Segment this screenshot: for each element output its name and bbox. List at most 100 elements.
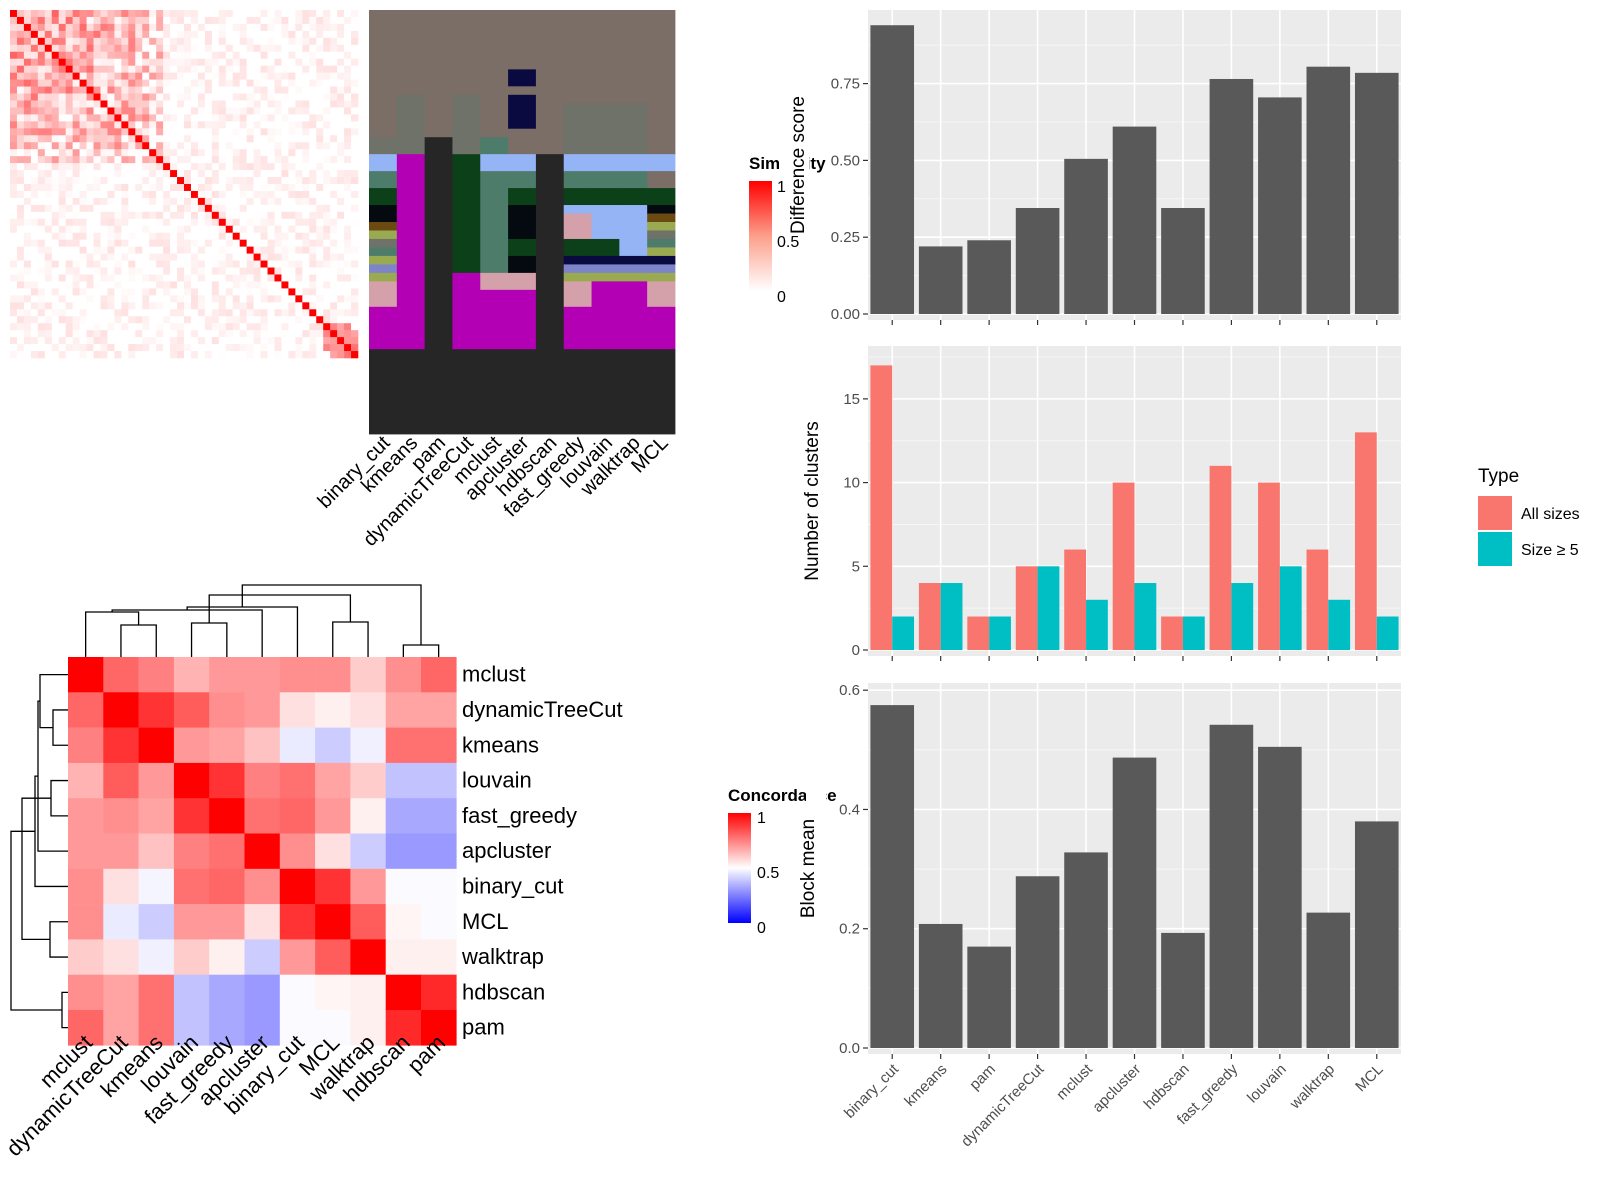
similarity-cell bbox=[323, 44, 331, 53]
similarity-cell bbox=[177, 93, 185, 101]
similarity-cell bbox=[170, 86, 178, 94]
similarity-cell bbox=[58, 170, 66, 178]
similarity-cell bbox=[163, 128, 171, 136]
similarity-cell bbox=[288, 323, 296, 331]
similarity-cell bbox=[10, 267, 18, 275]
similarity-cell bbox=[30, 316, 39, 324]
similarity-cell bbox=[86, 16, 94, 25]
similarity-cell bbox=[44, 344, 53, 352]
similarity-cell bbox=[337, 351, 345, 359]
similarity-cell bbox=[260, 100, 268, 108]
similarity-cell bbox=[239, 281, 247, 289]
similarity-cell bbox=[218, 190, 227, 199]
similarity-cell bbox=[211, 302, 220, 310]
similarity-cell bbox=[330, 58, 338, 66]
similarity-cell bbox=[163, 170, 171, 178]
similarity-cell bbox=[204, 281, 213, 289]
similarity-cell bbox=[142, 225, 150, 234]
similarity-cell bbox=[316, 351, 324, 359]
similarity-cell bbox=[100, 309, 108, 317]
similarity-cell bbox=[351, 330, 359, 338]
similarity-cell bbox=[351, 142, 359, 150]
similarity-cell bbox=[246, 309, 254, 317]
similarity-cell bbox=[309, 344, 317, 352]
similarity-cell bbox=[79, 65, 87, 73]
similarity-cell bbox=[142, 107, 150, 115]
similarity-cell bbox=[23, 30, 32, 39]
similarity-cell bbox=[218, 51, 227, 60]
similarity-cell bbox=[107, 239, 115, 247]
similarity-cell bbox=[351, 351, 359, 359]
assignment-cell bbox=[591, 10, 620, 104]
similarity-cell bbox=[93, 44, 101, 53]
assignment-cell bbox=[369, 238, 398, 248]
similarity-cell bbox=[246, 93, 254, 101]
similarity-cell bbox=[93, 309, 101, 317]
similarity-cell bbox=[100, 51, 108, 60]
similarity-cell bbox=[246, 204, 254, 213]
similarity-cell bbox=[267, 10, 275, 18]
similarity-cell bbox=[288, 309, 296, 317]
similarity-cell bbox=[79, 23, 87, 32]
similarity-cell bbox=[10, 51, 18, 60]
similarity-cell bbox=[344, 135, 352, 143]
similarity-cell bbox=[107, 302, 115, 310]
similarity-cell bbox=[142, 72, 150, 80]
similarity-cell bbox=[232, 44, 240, 53]
similarity-cell bbox=[51, 260, 60, 268]
similarity-cell bbox=[302, 218, 310, 227]
similarity-cell bbox=[281, 316, 289, 324]
similarity-cell bbox=[351, 100, 359, 108]
similarity-cell bbox=[58, 281, 66, 289]
similarity-cell bbox=[156, 218, 164, 227]
similarity-cell bbox=[93, 232, 101, 240]
similarity-cell bbox=[100, 232, 108, 240]
similarity-cell bbox=[16, 100, 25, 108]
similarity-cell bbox=[121, 302, 129, 310]
assignment-cell bbox=[508, 171, 537, 189]
similarity-cell bbox=[107, 128, 115, 136]
similarity-cell bbox=[114, 211, 122, 220]
similarity-cell bbox=[260, 337, 268, 345]
similarity-cell bbox=[323, 309, 331, 317]
similarity-cell bbox=[253, 121, 261, 129]
y-tick-label: 0.50 bbox=[831, 152, 860, 169]
similarity-cell bbox=[163, 232, 171, 240]
similarity-cell bbox=[274, 344, 282, 352]
similarity-cell bbox=[281, 295, 289, 303]
assignment-cell bbox=[647, 205, 676, 214]
similarity-cell bbox=[135, 30, 143, 39]
similarity-cell bbox=[274, 323, 282, 331]
similarity-cell bbox=[274, 86, 282, 94]
similarity-cell bbox=[149, 128, 157, 136]
concordance-row-labels: mclustdynamicTreeCutkmeanslouvainfast_gr… bbox=[461, 662, 623, 1040]
similarity-cell bbox=[302, 100, 310, 108]
similarity-cell bbox=[100, 72, 108, 80]
similarity-cell bbox=[232, 114, 240, 122]
similarity-cell bbox=[107, 253, 115, 261]
similarity-cell bbox=[337, 100, 345, 108]
similarity-cell bbox=[100, 121, 108, 129]
similarity-cell bbox=[323, 204, 331, 213]
similarity-cell bbox=[121, 211, 129, 220]
similarity-cell bbox=[65, 184, 73, 192]
similarity-cell bbox=[72, 10, 80, 18]
concordance-cell bbox=[209, 727, 245, 764]
similarity-cell bbox=[100, 323, 108, 331]
similarity-cell bbox=[253, 177, 261, 185]
similarity-cell bbox=[211, 239, 220, 247]
similarity-cell bbox=[330, 190, 338, 199]
similarity-cell bbox=[204, 79, 213, 87]
similarity-cell bbox=[30, 65, 39, 73]
similarity-cell bbox=[30, 177, 39, 185]
similarity-cell bbox=[232, 86, 240, 94]
similarity-cell bbox=[309, 197, 317, 206]
similarity-cell bbox=[128, 211, 136, 220]
type-legend-label-all-sizes: All sizes bbox=[1521, 506, 1580, 523]
similarity-cell bbox=[274, 267, 282, 275]
similarity-cell bbox=[16, 267, 25, 275]
similarity-cell bbox=[302, 93, 310, 101]
similarity-cell bbox=[323, 170, 331, 178]
similarity-cell bbox=[323, 58, 331, 66]
similarity-cell bbox=[44, 330, 53, 338]
